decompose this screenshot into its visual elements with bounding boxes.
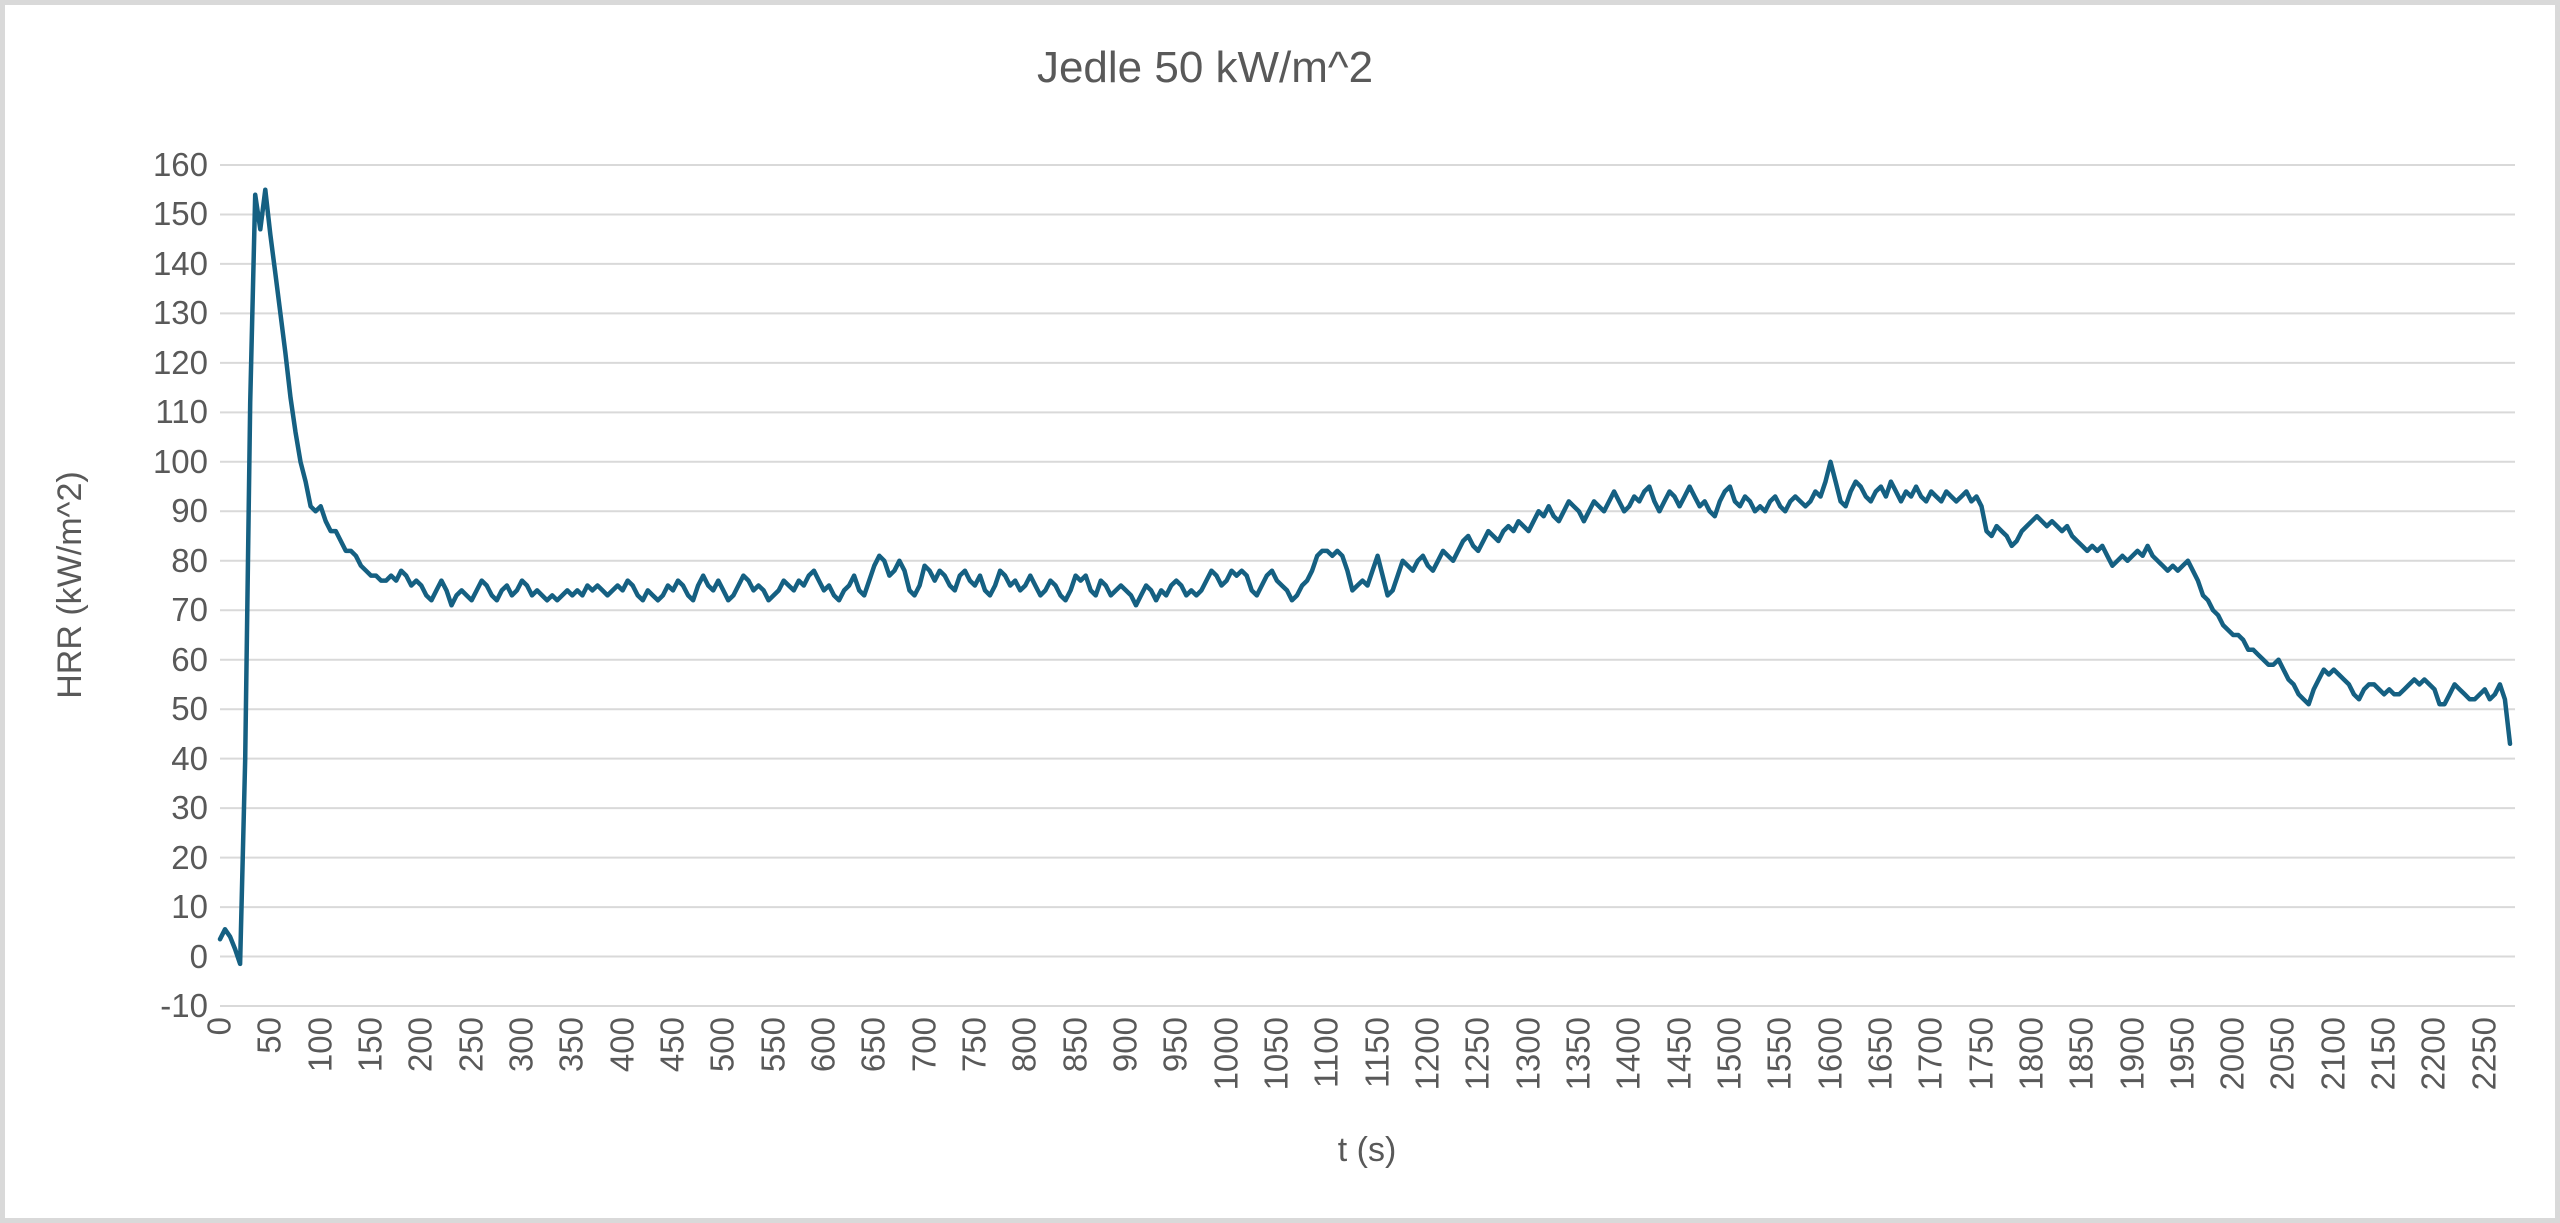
- x-tick-label: 1600: [1811, 1017, 1849, 1091]
- x-tick-label: 300: [502, 1017, 540, 1073]
- y-tick-label: 130: [152, 294, 208, 332]
- x-tick-label: 1550: [1760, 1017, 1798, 1091]
- x-tick-label: 1450: [1660, 1017, 1698, 1091]
- x-tick-label: 150: [351, 1017, 389, 1073]
- x-tick-label: 2200: [2415, 1017, 2453, 1091]
- x-tick-label: 800: [1005, 1017, 1043, 1073]
- x-tick-label: 100: [301, 1017, 339, 1073]
- y-tick-label: 40: [171, 739, 208, 777]
- y-tick-label: 30: [171, 789, 208, 827]
- x-tick-label: 700: [905, 1017, 943, 1073]
- y-tick-label: 110: [155, 393, 208, 431]
- y-tick-label: 100: [152, 442, 208, 480]
- y-tick-label: 10: [171, 888, 208, 926]
- x-tick-label: 2150: [2364, 1017, 2402, 1091]
- y-tick-label: 60: [171, 640, 208, 678]
- y-tick-label: 70: [171, 591, 208, 629]
- x-tick-label: 250: [452, 1017, 490, 1073]
- x-tick-label: 1350: [1559, 1017, 1597, 1091]
- x-tick-label: 2000: [2213, 1017, 2251, 1091]
- x-tick-label: 1800: [2012, 1017, 2050, 1091]
- x-tick-label: 1150: [1358, 1017, 1396, 1088]
- y-tick-label: 140: [152, 244, 208, 282]
- x-tick-label: 650: [854, 1017, 892, 1073]
- x-tick-label: 1750: [1962, 1017, 2000, 1091]
- y-tick-label: 160: [152, 146, 208, 183]
- x-axis-title: t (s): [1337, 1131, 1397, 1169]
- gridlines: [220, 164, 2515, 1007]
- x-tick-label: 400: [603, 1017, 641, 1073]
- x-tick-label: 900: [1106, 1017, 1144, 1073]
- x-tick-label: 50: [251, 1017, 289, 1054]
- y-tick-label: 0: [189, 937, 208, 975]
- x-tick-label: 1400: [1609, 1017, 1647, 1091]
- x-tick-label: 850: [1056, 1017, 1094, 1073]
- y-tick-label: 150: [152, 195, 208, 233]
- y-tick-label: 120: [152, 343, 208, 381]
- x-tick-label: 2250: [2465, 1017, 2503, 1091]
- x-tick-label: 1650: [1861, 1017, 1899, 1091]
- x-tick-label: 1700: [1911, 1017, 1949, 1091]
- y-tick-label: 80: [171, 541, 208, 579]
- y-tick-label: -10: [160, 987, 208, 1024]
- x-tick-label: 500: [703, 1017, 741, 1073]
- x-tick-label: 350: [552, 1017, 590, 1073]
- x-tick-label: 2050: [2264, 1017, 2302, 1091]
- y-tick-label: 90: [171, 492, 208, 530]
- x-tick-label: 600: [804, 1017, 842, 1073]
- x-tick-label: 2100: [2314, 1017, 2352, 1091]
- x-tick-label: 1100: [1307, 1017, 1345, 1088]
- x-tick-label: 200: [401, 1017, 439, 1073]
- x-tick-label: 1850: [2062, 1017, 2100, 1091]
- x-tick-label: 0: [200, 1017, 238, 1036]
- plot-area: [217, 164, 2515, 1007]
- x-tick-label: 1950: [2163, 1017, 2201, 1091]
- chart-title: Jedle 50 kW/m^2: [1036, 43, 1374, 92]
- x-tick-label: 1250: [1458, 1017, 1496, 1091]
- x-tick-label: 1300: [1509, 1017, 1547, 1091]
- x-tick-label: 1200: [1408, 1017, 1446, 1091]
- x-tick-label: 1500: [1710, 1017, 1748, 1091]
- x-tick-label: 950: [1156, 1017, 1194, 1073]
- x-tick-label: 450: [653, 1017, 691, 1073]
- y-tick-label: 20: [171, 838, 208, 876]
- x-tick-label: 1050: [1257, 1017, 1295, 1091]
- x-tick-label: 550: [754, 1017, 792, 1073]
- x-tick-label: 1900: [2113, 1017, 2151, 1091]
- x-tick-label: 1000: [1207, 1017, 1245, 1091]
- hrr-series-line: [217, 187, 2513, 967]
- y-tick-label: 50: [171, 690, 208, 728]
- x-tick-label: 750: [955, 1017, 993, 1073]
